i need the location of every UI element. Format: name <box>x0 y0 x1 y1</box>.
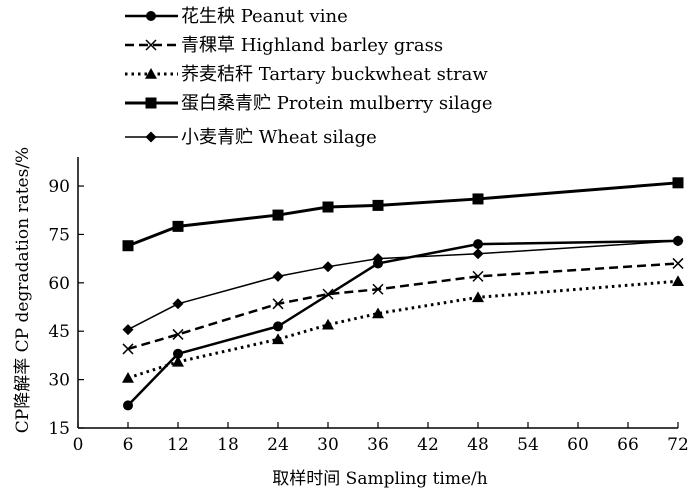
marker-circle <box>473 239 483 250</box>
marker-square <box>322 201 334 213</box>
y-tick-label: 30 <box>48 371 70 391</box>
marker-square <box>172 220 184 232</box>
x-tick-label: 30 <box>317 435 339 455</box>
x-tick-label: 12 <box>167 435 189 455</box>
legend-label: 花生秧 Peanut vine <box>181 6 348 27</box>
y-tick-label: 15 <box>48 419 70 439</box>
marker-square <box>472 193 484 205</box>
marker-diamond <box>122 324 134 336</box>
marker-x <box>472 270 484 282</box>
x-tick-label: 6 <box>123 435 134 455</box>
series-line <box>127 181 679 248</box>
series-2 <box>122 257 684 355</box>
y-tick-label: 45 <box>48 322 70 342</box>
marker-x <box>122 343 134 355</box>
x-tick-label: 18 <box>217 435 239 455</box>
marker-circle <box>123 400 133 411</box>
marker-triangle <box>672 275 684 287</box>
marker-diamond <box>172 298 184 310</box>
y-tick-label: 75 <box>48 225 70 245</box>
marker-x <box>322 288 334 300</box>
marker-diamond <box>672 235 684 247</box>
x-tick-label: 42 <box>417 435 439 455</box>
marker-diamond <box>145 131 157 143</box>
legend-label: 青稞草 Highland barley grass <box>181 35 443 56</box>
series-layer <box>122 177 684 411</box>
y-tick-label: 60 <box>48 274 70 294</box>
marker-x <box>372 283 384 295</box>
legend-item: 小麦青贮 Wheat silage <box>125 127 377 148</box>
series-line <box>127 239 679 407</box>
marker-square <box>272 209 284 221</box>
marker-triangle <box>122 371 134 383</box>
y-axis-ticks: 15 30 45 60 75 90 <box>48 177 84 439</box>
marker-triangle <box>322 318 334 330</box>
marker-x <box>672 257 684 269</box>
x-tick-label: 72 <box>667 435 689 455</box>
marker-diamond <box>322 261 334 273</box>
x-tick-label: 48 <box>467 435 489 455</box>
series-line <box>127 279 679 380</box>
marker-triangle <box>272 333 284 345</box>
legend-label: 荞麦秸秆 Tartary buckwheat straw <box>181 64 488 85</box>
axes <box>77 157 678 429</box>
x-tick-label: 36 <box>367 435 389 455</box>
marker-diamond <box>372 253 384 265</box>
x-tick-label: 54 <box>517 435 539 455</box>
legend-item: 青稞草 Highland barley grass <box>125 35 443 56</box>
marker-triangle <box>472 291 484 303</box>
x-tick-label: 0 <box>73 435 84 455</box>
series-line <box>127 262 679 351</box>
legend-label: 小麦青贮 Wheat silage <box>181 127 377 148</box>
marker-triangle <box>172 355 184 367</box>
marker-triangle <box>145 68 157 79</box>
series-4 <box>122 177 684 252</box>
marker-square <box>122 240 134 252</box>
marker-circle <box>173 348 183 359</box>
marker-circle <box>273 321 283 332</box>
x-axis-title: 取样时间 Sampling time/h <box>272 469 487 489</box>
marker-diamond <box>272 270 284 282</box>
marker-x <box>172 328 184 340</box>
y-axis-title: CP降解率 CP degradation rates/% <box>13 147 33 433</box>
legend-item: 花生秧 Peanut vine <box>125 6 348 27</box>
x-tick-label: 66 <box>617 435 639 455</box>
marker-triangle <box>372 307 384 319</box>
marker-square <box>672 177 684 189</box>
legend-label: 蛋白桑青贮 Protein mulberry silage <box>181 93 493 114</box>
marker-x <box>272 298 284 310</box>
marker-square <box>372 199 384 211</box>
marker-square <box>145 97 157 109</box>
y-tick-label: 90 <box>48 177 70 197</box>
legend: 花生秧 Peanut vine 青稞草 Highland barley grass… <box>125 6 493 148</box>
series-3 <box>122 275 684 383</box>
series-5 <box>122 235 684 336</box>
marker-x <box>145 39 157 51</box>
legend-item: 蛋白桑青贮 Protein mulberry silage <box>125 93 493 114</box>
marker-diamond <box>472 248 484 260</box>
x-tick-label: 60 <box>567 435 589 455</box>
x-axis-ticks: 0 6 12 18 24 30 36 42 48 54 60 66 72 <box>73 422 689 455</box>
legend-item: 荞麦秸秆 Tartary buckwheat straw <box>125 64 488 85</box>
series-1 <box>123 235 683 411</box>
x-tick-label: 24 <box>267 435 289 455</box>
marker-circle <box>146 11 156 21</box>
